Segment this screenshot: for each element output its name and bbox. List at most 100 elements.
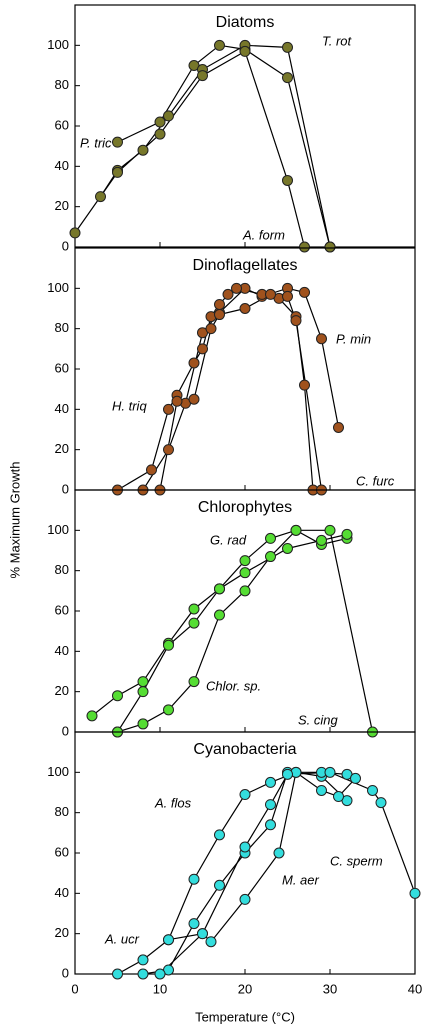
data-point	[154, 116, 166, 128]
data-point	[341, 528, 353, 540]
data-point	[367, 784, 378, 796]
y-tick-label: 100	[47, 280, 69, 295]
data-point	[350, 772, 361, 784]
data-point	[282, 768, 293, 780]
series-label: P. min	[336, 331, 371, 346]
data-point	[137, 968, 149, 980]
series-label: G. rad	[210, 532, 247, 547]
y-tick-label: 80	[55, 804, 69, 819]
y-tick-label: 20	[55, 198, 69, 213]
y-tick-label: 80	[55, 77, 69, 92]
data-point	[214, 298, 225, 310]
data-point	[163, 110, 174, 122]
data-point	[214, 309, 225, 321]
data-point	[214, 879, 225, 891]
series-line	[99, 44, 331, 248]
y-tick-label: 40	[55, 401, 69, 416]
data-point	[188, 357, 200, 369]
data-point	[324, 524, 336, 536]
series-label: A. form	[242, 227, 285, 242]
data-point	[265, 551, 276, 563]
y-tick-label: 60	[55, 360, 69, 375]
y-tick-label: 40	[55, 643, 69, 658]
data-point	[197, 928, 208, 940]
y-tick-label: 80	[55, 320, 69, 335]
panel-title: Dinoflagellates	[193, 257, 298, 274]
data-point	[188, 603, 200, 615]
data-point	[137, 718, 149, 730]
data-point	[163, 704, 174, 716]
x-tick-label: 10	[153, 981, 167, 996]
data-point	[112, 166, 123, 178]
y-tick-label: 100	[47, 522, 69, 537]
data-point	[239, 893, 251, 905]
data-point	[265, 288, 276, 300]
series-label: Chlor. sp.	[206, 678, 261, 693]
y-tick-label: 20	[55, 441, 69, 456]
data-point	[188, 393, 200, 405]
data-point	[214, 583, 225, 595]
panel-title: Cyanobacteria	[193, 741, 296, 758]
series-line	[91, 529, 374, 733]
y-tick-label: 20	[55, 683, 69, 698]
y-tick-label: 0	[62, 965, 69, 980]
data-point	[163, 403, 174, 415]
data-point	[239, 303, 251, 314]
data-point	[290, 524, 302, 536]
data-point	[214, 39, 225, 51]
panel-title: Diatoms	[216, 14, 275, 31]
data-point	[282, 290, 293, 302]
data-point	[239, 841, 251, 853]
y-tick-label: 100	[47, 37, 69, 52]
data-point	[188, 617, 200, 629]
data-point	[154, 968, 166, 980]
data-point	[197, 343, 208, 355]
x-tick-label: 0	[71, 981, 78, 996]
data-point	[205, 936, 217, 948]
plot-frame	[74, 489, 416, 733]
data-point	[290, 315, 302, 327]
data-point	[239, 567, 251, 579]
series-line	[117, 771, 348, 975]
series-line	[117, 529, 348, 733]
data-point	[282, 72, 293, 84]
data-point	[137, 686, 149, 698]
data-point	[222, 288, 234, 300]
series-label: A. flos	[154, 795, 192, 810]
series-label: C. sperm	[330, 853, 383, 868]
data-point	[163, 444, 174, 456]
y-tick-label: 80	[55, 562, 69, 577]
data-point	[112, 136, 123, 148]
data-point	[299, 286, 310, 298]
data-point	[171, 395, 183, 407]
data-point	[282, 542, 293, 554]
data-point	[86, 710, 98, 722]
y-tick-label: 100	[47, 764, 69, 779]
data-point	[299, 379, 310, 391]
data-point	[324, 241, 336, 253]
y-tick-label: 60	[55, 844, 69, 859]
series-label: S. cing	[298, 712, 339, 727]
series-label: P. tric	[80, 135, 112, 150]
data-point	[324, 766, 336, 778]
data-point	[265, 532, 276, 544]
y-tick-label: 60	[55, 117, 69, 132]
x-tick-label: 40	[408, 981, 422, 996]
data-point	[197, 70, 208, 82]
data-point	[265, 799, 276, 811]
data-point	[163, 639, 174, 651]
data-point	[146, 464, 157, 476]
series-label: H. triq	[112, 398, 147, 413]
data-point	[282, 41, 293, 53]
data-point	[316, 784, 327, 796]
series-line	[116, 533, 348, 733]
y-tick-label: 0	[62, 481, 69, 496]
data-point	[239, 555, 251, 567]
data-point	[163, 934, 174, 946]
data-point	[265, 819, 276, 831]
y-tick-label: 40	[55, 158, 69, 173]
y-tick-label: 0	[62, 723, 69, 738]
data-point	[69, 227, 81, 239]
data-point	[409, 887, 421, 899]
